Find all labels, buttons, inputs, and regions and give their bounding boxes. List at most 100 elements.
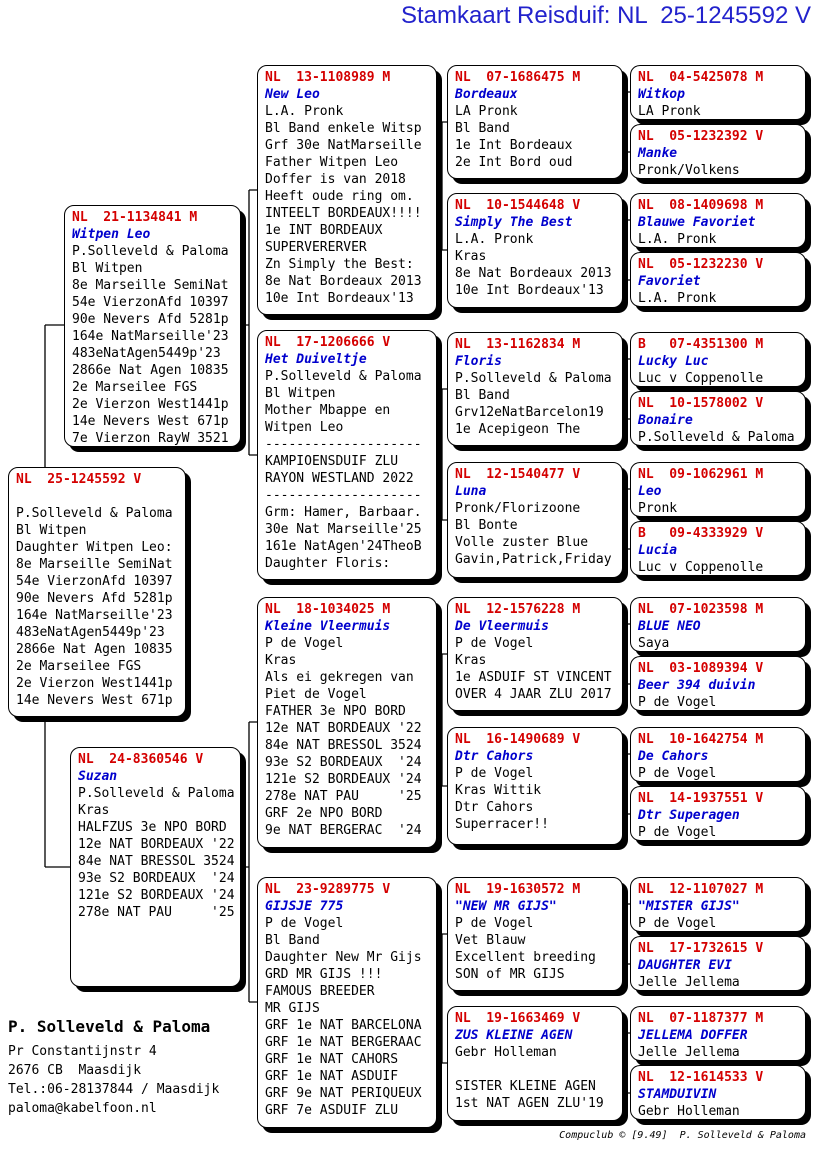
pedigree-detail-line: GRD MR GIJS !!! [265, 967, 383, 982]
bird-name: Lucky Luc [638, 354, 709, 369]
pedigree-detail-line: P.Solleveld & Paloma [16, 506, 173, 521]
bird-name: Bordeaux [455, 87, 518, 102]
software-credit: Compuclub © [9.49] P. Solleveld & Paloma [559, 1130, 806, 1141]
pedigree-detail-line: GRF 9e NAT PERIQUEUX [265, 1086, 422, 1101]
pedigree-detail-line: GRF 1e NAT BARCELONA [265, 1018, 422, 1033]
pedigree-detail-line: Volle zuster Blue [455, 535, 589, 550]
bird-name [16, 488, 178, 505]
pedigree-detail-line: P de Vogel [455, 916, 534, 931]
pedigree-detail-line: Zn Simply the Best: [265, 257, 414, 272]
pedigree-detail-line: 8e Nat Bordeaux 2013 [455, 266, 612, 281]
pedigree-detail-line: Gebr Holleman [455, 1045, 557, 1060]
pedigree-detail-line: MR GIJS [265, 1001, 320, 1016]
pedigree-detail-line: L.A. Pronk [638, 232, 717, 247]
pedigree-detail-line: L.A. Pronk [455, 232, 534, 247]
bird-name: BLUE NEO [638, 619, 701, 634]
ring-number: B 09-4333929 V [638, 526, 764, 541]
pedigree-detail-line: Daughter New Mr Gijs [265, 950, 422, 965]
g4-box-4: NL 05-1232230 V Favoriet L.A. Pronk [630, 252, 806, 307]
ring-number: NL 07-1187377 M [638, 1011, 764, 1026]
pedigree-detail-line: 14e Nevers West 671p [16, 693, 173, 708]
ring-number: NL 10-1544648 V [455, 198, 581, 213]
pedigree-detail-line: Grv12eNatBarcelon19 [455, 405, 604, 420]
pedigree-detail-line: L.A. Pronk [265, 104, 344, 119]
pedigree-detail-line: 10e Int Bordeaux'13 [265, 291, 414, 306]
bird-name: ZUS KLEINE AGEN [455, 1028, 573, 1043]
owner-email-line: paloma@kabelfoon.nl [8, 1101, 157, 1116]
bird-name: Manke [638, 146, 678, 161]
pedigree-detail-line: 10e Int Bordeaux'13 [455, 283, 604, 298]
bird-name: Favoriet [638, 274, 701, 289]
g3-box-4: NL 12-1540477 V Luna Pronk/Florizoone Bl Bo… [447, 462, 623, 578]
ring-number: NL 21-1134841 M [72, 210, 198, 225]
ring-number: NL 09-1062961 M [638, 467, 764, 482]
pedigree-detail-line: 2e Int Bord oud [455, 155, 573, 170]
pedigree-detail-line: 12e NAT BORDEAUX '22 [265, 721, 422, 736]
ring-number: NL 17-1732615 V [638, 941, 764, 956]
pedigree-detail-line: 2e Vierzon West1441p [16, 676, 173, 691]
page-title: Stamkaart Reisduif: NL 25-1245592 V [401, 2, 812, 29]
pedigree-detail-line: P de Vogel [265, 916, 344, 931]
g2-box-4: NL 23-9289775 V GIJSJE 775 P de Vogel Bl Ba… [257, 877, 437, 1128]
pedigree-detail-line [455, 1061, 615, 1078]
g4-box-6: NL 10-1578002 V Bonaire P.Solleveld & Palo… [630, 391, 806, 446]
pedigree-detail-line: 90e Nevers Afd 5281p [72, 312, 229, 327]
pedigree-detail-line: Pronk/Florizoone [455, 501, 581, 516]
g4-box-7: NL 09-1062961 M Leo Pronk [630, 462, 806, 517]
pedigree-detail-line: GRF 2e NPO BORD [265, 806, 383, 821]
g4-box-12: NL 14-1937551 V Dtr Superagen P de Vogel [630, 786, 806, 841]
ring-number: NL 07-1023598 M [638, 602, 764, 617]
pedigree-detail-line: 8e Marseille SemiNat [72, 278, 229, 293]
g4-box-3: NL 08-1409698 M Blauwe Favoriet L.A. Pronk [630, 193, 806, 248]
pedigree-detail-line: P de Vogel [265, 636, 344, 651]
pedigree-detail-line: Bl Band [455, 388, 510, 403]
dam-box: NL 24-8360546 V Suzan P.Solleveld & Paloma… [70, 747, 241, 987]
pedigree-detail-line: Grm: Hamer, Barbaar. [265, 505, 422, 520]
pedigree-detail-line: P.Solleveld & Paloma [638, 430, 795, 445]
bird-name: DAUGHTER EVI [638, 958, 732, 973]
bird-name: Beer 394 duivin [638, 678, 756, 693]
owner-block: P. Solleveld & Paloma Pr Constantijnstr … [8, 1016, 219, 1118]
bird-name: New Leo [265, 87, 320, 102]
pedigree-detail-line: Luc v Coppenolle [638, 371, 764, 386]
g3-box-1: NL 07-1686475 M Bordeaux LA Pronk Bl Band 1e… [447, 65, 623, 179]
g4-box-5: B 07-4351300 M Lucky Luc Luc v Coppenolle [630, 332, 806, 387]
g3-box-7: NL 19-1630572 M "NEW MR GIJS" P de Vogel Ve… [447, 877, 623, 991]
bird-name: Het Duiveltje [265, 352, 367, 367]
g3-box-3: NL 13-1162834 M Floris P.Solleveld & Palom… [447, 332, 623, 446]
bird-name: Lucia [638, 543, 678, 558]
pedigree-detail-line: 1st NAT AGEN ZLU'19 [455, 1096, 604, 1111]
pedigree-detail-line: 164e NatMarseille'23 [72, 329, 229, 344]
pedigree-detail-line: Jelle Jellema [638, 975, 740, 990]
subject-box: NL 25-1245592 V P.Solleveld & Paloma Bl W… [8, 467, 186, 717]
pedigree-detail-line: Saya [638, 636, 670, 651]
pedigree-detail-line: L.A. Pronk [638, 291, 717, 306]
pedigree-detail-line: 12e NAT BORDEAUX '22 [78, 837, 235, 852]
pedigree-detail-line: 1e Acepigeon The [455, 422, 581, 437]
pedigree-detail-line: LA Pronk [455, 104, 518, 119]
pedigree-detail-line: 93e S2 BORDEAUX '24 [265, 755, 422, 770]
pedigree-detail-line: OVER 4 JAAR ZLU 2017 [455, 687, 612, 702]
ring-number: NL 07-1686475 M [455, 70, 581, 85]
pedigree-detail-line: P de Vogel [638, 766, 717, 781]
pedigree-detail-line: Jelle Jellema [638, 1045, 740, 1060]
ring-number: NL 18-1034025 M [265, 602, 391, 617]
g4-box-13: NL 12-1107027 M "MISTER GIJS" P de Vogel [630, 877, 806, 932]
g4-box-15: NL 07-1187377 M JELLEMA DOFFER Jelle Jelle… [630, 1006, 806, 1061]
owner-name: P. Solleveld & Paloma [8, 1017, 211, 1036]
pedigree-detail-line: 7e Vierzon RayW 3521 [72, 431, 229, 446]
g4-box-1: NL 04-5425078 M Witkop LA Pronk [630, 65, 806, 120]
pedigree-detail-line: GRF 7e ASDUIF ZLU [265, 1103, 399, 1118]
pedigree-detail-line: Kras [455, 653, 487, 668]
bird-name: Simply The Best [455, 215, 573, 230]
pedigree-detail-line: FATHER 3e NPO BORD [265, 704, 406, 719]
bird-name: "MISTER GIJS" [638, 899, 740, 914]
sire-box: NL 21-1134841 M Witpen Leo P.Solleveld & P… [64, 205, 241, 447]
ring-number: NL 13-1162834 M [455, 337, 581, 352]
g2-box-3: NL 18-1034025 M Kleine Vleermuis P de Voge… [257, 597, 437, 848]
pedigree-detail-line: LA Pronk [638, 104, 701, 119]
pedigree-detail-line: P.Solleveld & Paloma [455, 371, 612, 386]
bird-name: "NEW MR GIJS" [455, 899, 557, 914]
